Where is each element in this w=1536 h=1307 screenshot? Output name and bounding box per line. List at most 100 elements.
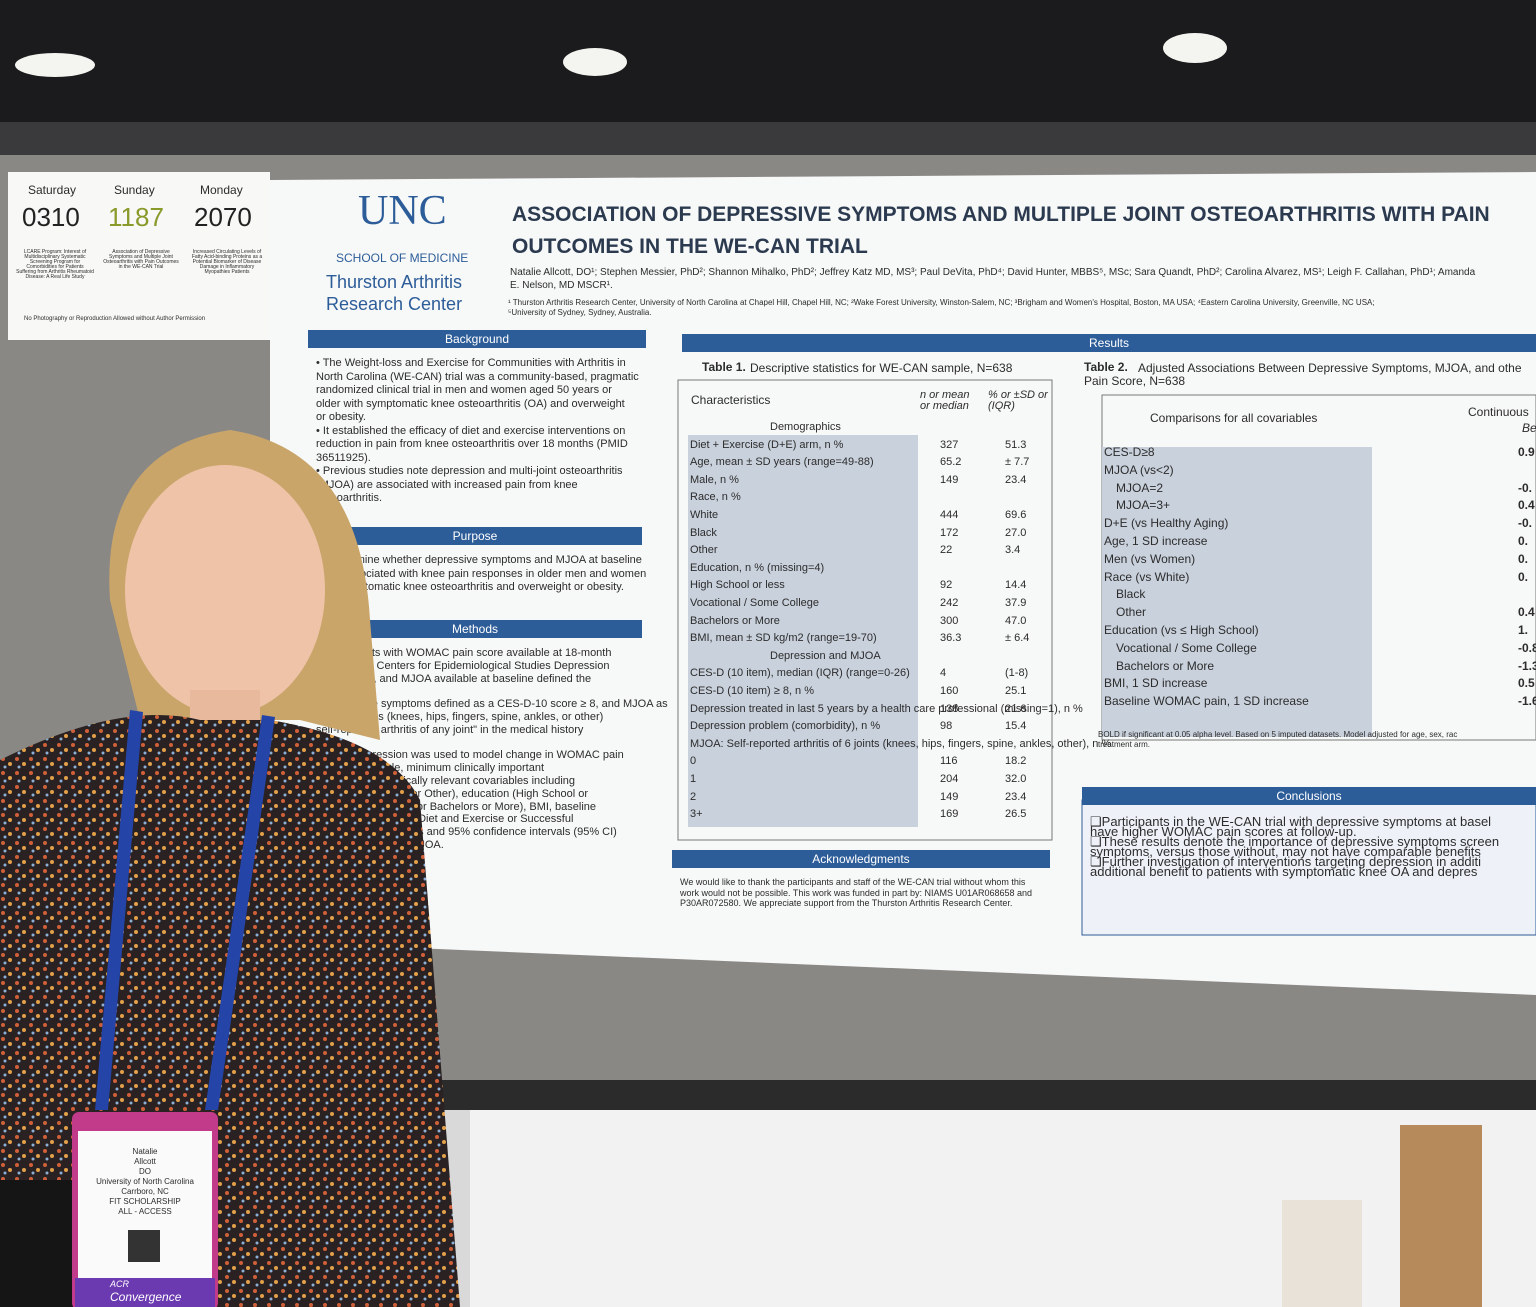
row-label: Baseline WOMAC pain, 1 SD increase bbox=[1104, 694, 1309, 709]
cell: 160 bbox=[940, 685, 959, 697]
cell: 0.4 bbox=[1518, 605, 1535, 620]
section-heading: Purpose bbox=[308, 527, 642, 545]
authors: E. Nelson, MD MSCR¹. bbox=[510, 280, 613, 291]
row-label: Bachelors or More bbox=[690, 614, 780, 627]
section-text: were associated with knee pain responses… bbox=[316, 567, 647, 580]
cell: 444 bbox=[940, 509, 959, 521]
cell: 23.4 bbox=[1005, 790, 1027, 803]
cell: 92 bbox=[940, 579, 953, 592]
cell: 23.4 bbox=[1005, 473, 1027, 486]
row-label: Black bbox=[1116, 587, 1146, 602]
session-title: Association of Depressive Symptoms and M… bbox=[103, 249, 179, 270]
coffee-cup bbox=[1282, 1200, 1362, 1307]
row-label: BMI, 1 SD increase bbox=[1104, 676, 1208, 691]
session-title: Increased Circulating Levels of Fatty Ac… bbox=[191, 249, 263, 275]
cell: 0. bbox=[1518, 569, 1529, 584]
ceiling-light bbox=[1163, 33, 1227, 63]
badge-line: FIT SCHOLARSHIP bbox=[109, 1197, 181, 1206]
cell: 14.4 bbox=[1005, 579, 1027, 592]
authors: Natalie Allcott, DO¹; Stephen Messier, P… bbox=[510, 267, 1476, 278]
cell: 169 bbox=[940, 808, 959, 821]
section-text: race (White, Black, or Other), education… bbox=[316, 787, 589, 800]
row-label: MJOA=3+ bbox=[1116, 498, 1171, 513]
affiliations: ⁵University of Sydney, Sydney, Australia… bbox=[508, 308, 652, 317]
row-label: BMI, mean ± SD kg/m2 (range=19-70) bbox=[690, 632, 877, 645]
cell: 0.4 bbox=[1518, 498, 1535, 513]
table-caption: Table 1. bbox=[702, 360, 746, 374]
qr-code bbox=[128, 1230, 160, 1262]
table-caption: Table 2. bbox=[1084, 360, 1128, 374]
cell: 327 bbox=[940, 438, 959, 451]
cell: 0. bbox=[1518, 551, 1529, 566]
board-base bbox=[440, 1080, 1536, 1110]
section-text: • Participants with WOMAC pain score ava… bbox=[316, 647, 612, 659]
cell: -0. bbox=[1518, 480, 1533, 495]
row-label: Education, n % (missing=4) bbox=[690, 561, 825, 574]
section-text: and 10 item Centers for Epidemiological … bbox=[316, 659, 610, 672]
ceiling-light bbox=[563, 48, 627, 76]
session-title: LCARE Program: Interest of Multidiscipli… bbox=[16, 249, 94, 280]
cell: 300 bbox=[940, 614, 959, 627]
cell: ± 7.7 bbox=[1005, 456, 1030, 469]
row-label: Male, n % bbox=[690, 473, 739, 486]
poster-title: OUTCOMES IN THE WE-CAN TRIAL bbox=[512, 235, 868, 258]
cell: 47.0 bbox=[1005, 614, 1027, 627]
badge-footer bbox=[75, 1278, 215, 1307]
section-text: less, Some College, or Bachelors or More… bbox=[316, 800, 597, 813]
cell: -1.3 bbox=[1518, 658, 1536, 673]
row-label: Black bbox=[690, 526, 717, 539]
cell: 204 bbox=[940, 773, 959, 785]
table-note: treatment arm. bbox=[1098, 740, 1151, 749]
poster-tube bbox=[1400, 1125, 1482, 1307]
row-label: Depression problem (comorbidity), n % bbox=[690, 720, 881, 733]
section-text: North Carolina (WE-CAN) trial was a comm… bbox=[316, 370, 639, 383]
table1-frame bbox=[677, 379, 1053, 841]
row-label: Other bbox=[690, 544, 718, 557]
cell: 0. bbox=[1518, 534, 1529, 548]
section-text: P30AR072580. We appreciate support from … bbox=[680, 898, 1013, 908]
school: SCHOOL OF MEDICINE bbox=[336, 251, 469, 265]
section-text: or obesity. bbox=[316, 411, 366, 423]
badge-line: Natalie bbox=[132, 1147, 158, 1156]
table2-shade bbox=[1102, 447, 1372, 737]
section-text: ❑Participants in the WE-CAN trial with d… bbox=[1090, 814, 1492, 829]
badge-line: Carrboro, NC bbox=[121, 1187, 169, 1196]
cell: 149 bbox=[940, 473, 959, 486]
section-text: We would like to thank the participants … bbox=[680, 877, 1026, 887]
cell: (1-8) bbox=[1005, 667, 1029, 680]
cell: -1.6 bbox=[1518, 694, 1536, 709]
row-label: High School or less bbox=[690, 579, 785, 592]
badge-line: Allcott bbox=[134, 1157, 156, 1166]
cell: 4 bbox=[940, 667, 947, 680]
cell: 22 bbox=[940, 544, 953, 557]
row-label: White bbox=[690, 509, 719, 521]
row-label: 0 bbox=[690, 755, 697, 768]
cell: 69.6 bbox=[1005, 509, 1027, 521]
section-text: To determine whether depressive symptoms… bbox=[316, 554, 642, 566]
table-subheader: Depression and MJOA bbox=[770, 649, 881, 662]
section-text: • It established the efficacy of diet an… bbox=[316, 424, 626, 437]
table-header: Characteristics bbox=[691, 393, 771, 407]
row-label: Age, 1 SD increase bbox=[1104, 534, 1208, 548]
row-label: Vocational / Some College bbox=[690, 597, 820, 609]
cell: 37.9 bbox=[1005, 597, 1027, 609]
conclusions-box bbox=[1081, 799, 1536, 936]
cell: 21.6 bbox=[1005, 702, 1027, 715]
section-text: randomized clinical trial in men and wom… bbox=[316, 384, 612, 396]
row-label: Race, n % bbox=[690, 491, 741, 504]
row-label: Education (vs ≤ High School) bbox=[1104, 623, 1259, 637]
row-label: CES-D≥8 bbox=[1104, 445, 1155, 459]
table-note: BOLD if significant at 0.05 alpha level.… bbox=[1098, 730, 1458, 739]
cell: 25.1 bbox=[1005, 685, 1027, 697]
table-subheader: Demographics bbox=[770, 421, 841, 433]
day-label: Saturday bbox=[28, 183, 77, 197]
section-text: symptoms, versus those without, may not … bbox=[1090, 844, 1481, 859]
row-label: MJOA: Self-reported arthritis of 6 joint… bbox=[690, 737, 1112, 750]
schedule-sign bbox=[8, 172, 270, 340]
table-caption: Adjusted Associations Between Depressive… bbox=[1138, 361, 1522, 375]
section-text: (MJOA) are associated with increased pai… bbox=[316, 478, 578, 491]
section-text: ❑Further investigation of interventions … bbox=[1090, 854, 1482, 869]
table-caption: Pain Score, N=638 bbox=[1084, 374, 1186, 388]
